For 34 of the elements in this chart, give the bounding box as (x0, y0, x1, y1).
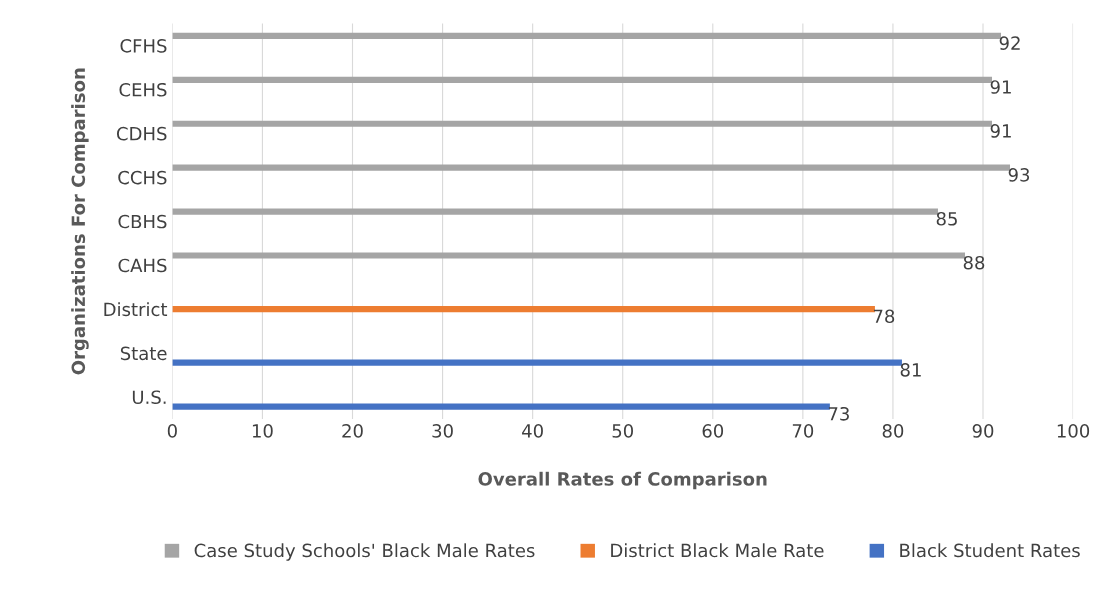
y-tick-label: CFHS (120, 39, 167, 53)
legend-label: Black Student Rates (900, 543, 1080, 558)
x-tick-label: 0 (167, 424, 177, 438)
x-tick-label: 90 (972, 424, 994, 438)
x-tick-label: 60 (702, 424, 724, 438)
data-label: 91 (990, 124, 1011, 138)
x-tick-label: 70 (792, 424, 814, 438)
y-tick-label: District (104, 302, 168, 317)
y-tick-label: CCHS (118, 170, 167, 185)
y-tick-label: State (120, 346, 167, 361)
y-tick-label: CDHS (116, 126, 167, 141)
data-label: 81 (900, 363, 921, 377)
y-tick-label: CAHS (118, 258, 167, 273)
legend-label: District Black Male Rate (611, 543, 824, 558)
x-tick-label: 100 (1057, 424, 1090, 438)
y-axis-title: Organizations For Comparison (71, 68, 89, 375)
x-tick-label: 10 (252, 424, 273, 438)
x-tick-label: 30 (432, 424, 453, 438)
data-label: 78 (873, 309, 895, 324)
y-tick-label: U.S. (132, 390, 166, 405)
legend-label: Case Study Schools' Black Male Rates (194, 543, 535, 561)
data-label: 73 (828, 406, 849, 421)
x-tick-label: 40 (522, 424, 543, 438)
data-label: 88 (963, 255, 985, 270)
data-label: 92 (999, 36, 1020, 50)
x-axis-title: Overall Rates of Comparison (478, 471, 767, 490)
y-tick-label: CEHS (119, 82, 167, 97)
y-tick-label: CBHS (118, 214, 167, 229)
data-label: 91 (990, 80, 1011, 94)
x-tick-label: 50 (612, 424, 634, 438)
x-tick-label: 80 (882, 424, 904, 438)
data-label: 85 (936, 211, 957, 226)
data-label: 93 (1008, 168, 1030, 182)
x-tick-label: 20 (342, 424, 363, 438)
